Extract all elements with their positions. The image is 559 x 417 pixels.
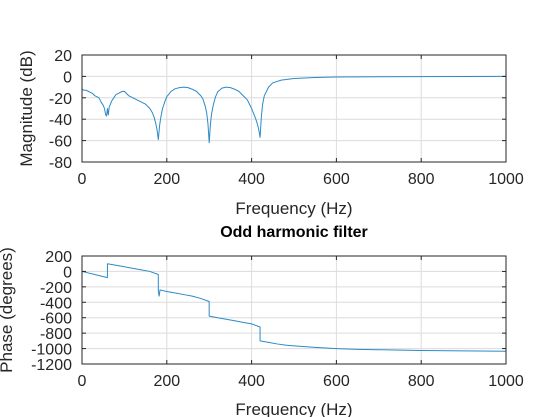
x-tick-label: 200: [153, 373, 180, 390]
y-tick-label: -20: [49, 91, 72, 108]
data-series-line: [81, 75, 507, 144]
plot-area: [82, 55, 506, 162]
y-tick-label: -1000: [31, 342, 72, 359]
x-tick-label: 1000: [488, 171, 524, 188]
x-tick-label: 400: [238, 171, 265, 188]
x-tick-label: 800: [408, 171, 435, 188]
plot-area: [82, 256, 506, 364]
y-tick-label: -80: [49, 155, 72, 172]
y-tick-label: -800: [40, 326, 72, 343]
axes-frame: [81, 54, 507, 163]
x-tick-label: 200: [153, 171, 180, 188]
y-tick-label: -40: [49, 112, 72, 129]
magnitude-chart: 0 200 400 600 800 1000200-20-40-60-80Frequenc…: [17, 48, 524, 218]
x-tick-label: 1000: [488, 373, 524, 390]
x-tick-label: 800: [408, 373, 435, 390]
phase-chart: 0 200 400 600 800 10002000-200-400-600-800-10…: [0, 224, 524, 417]
x-tick-label: 600: [323, 171, 350, 188]
y-tick-label: 0: [63, 264, 72, 281]
y-tick-label: 20: [54, 48, 72, 65]
y-tick-label: -200: [40, 280, 72, 297]
x-tick-label: 0: [78, 171, 87, 188]
axes-frame: [81, 255, 507, 365]
data-series-line: [81, 263, 507, 352]
y-tick-label: -400: [40, 295, 72, 312]
y-tick-label: 200: [45, 249, 72, 266]
y-axis-label: Phase (degrees): [0, 247, 16, 373]
x-axis-label: Frequency (Hz): [235, 199, 352, 218]
y-tick-label: -60: [49, 134, 72, 151]
x-tick-label: 400: [238, 373, 265, 390]
x-tick-label: 600: [323, 373, 350, 390]
y-tick-label: -1200: [31, 357, 72, 374]
x-axis-label: Frequency (Hz): [235, 400, 352, 417]
y-tick-label: -600: [40, 311, 72, 328]
x-tick-label: 0: [78, 373, 87, 390]
chart-title: Odd harmonic filter: [220, 224, 368, 241]
y-axis-label: Magnitude (dB): [17, 50, 36, 166]
y-tick-label: 0: [63, 69, 72, 86]
